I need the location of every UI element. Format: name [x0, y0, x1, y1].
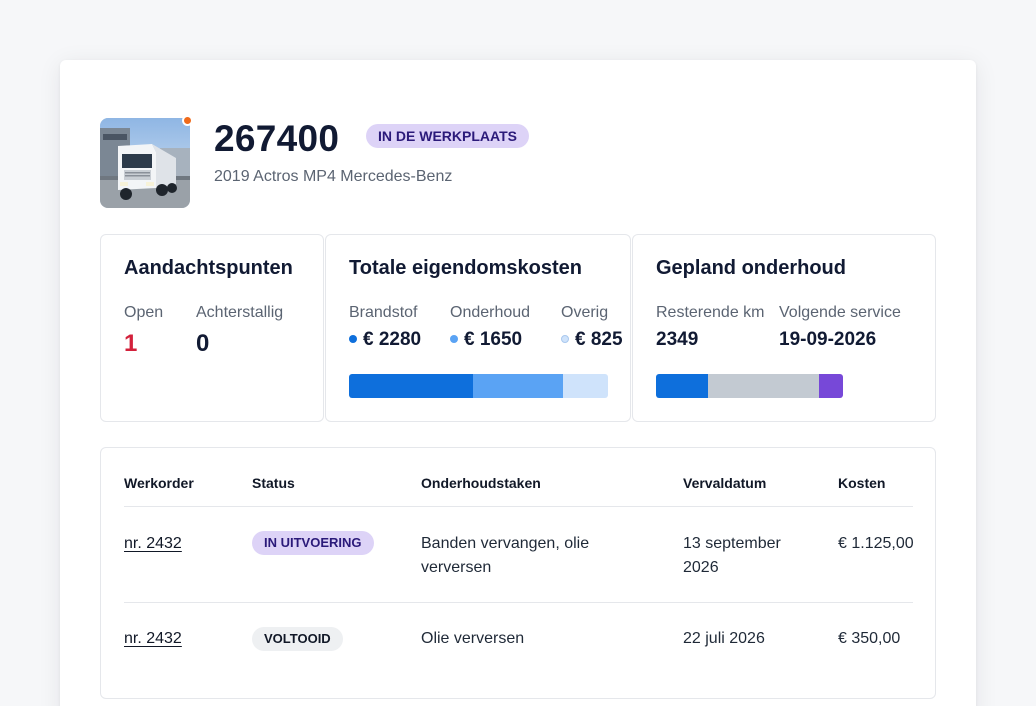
maintenance-bar-segment: [708, 374, 819, 398]
status-badge: VOLTOOID: [252, 627, 343, 651]
tasks-cell: Olie verversen: [421, 630, 525, 647]
overdue-value: 0: [196, 330, 210, 357]
col-workorder: Werkorder: [124, 475, 194, 491]
ownership-cost-panel: Totale eigendomskosten Brandstof € 2280 …: [325, 234, 631, 422]
remaining-km-label: Resterende km: [656, 304, 765, 321]
divider: [124, 506, 913, 507]
remaining-km-value: 2349: [656, 329, 699, 350]
vehicle-status-badge: IN DE WERKPLAATS: [366, 124, 529, 148]
attention-panel: Aandachtspunten Open 1 Achterstallig 0: [100, 234, 324, 422]
status-dot: [182, 115, 193, 126]
table-row: nr. 2432: [124, 532, 182, 556]
attention-title: Aandachtspunten: [124, 257, 293, 279]
cost-label-maintenance: Onderhoud: [450, 304, 531, 321]
maintenance-title: Gepland onderhoud: [656, 257, 846, 279]
cost-bar-segment: [563, 374, 608, 398]
ownership-title: Totale eigendomskosten: [349, 257, 583, 279]
next-service-value: 19-09-2026: [779, 329, 877, 350]
workorder-link[interactable]: nr. 2432: [124, 535, 182, 552]
cost-label-fuel: Brandstof: [349, 304, 418, 321]
maintenance-bar-segment: [818, 374, 843, 398]
col-cost: Kosten: [838, 475, 886, 491]
planned-maintenance-panel: Gepland onderhoud Resterende km 2349 Vol…: [632, 234, 936, 422]
maintenance-progress-bar: [656, 374, 843, 398]
status-badge: IN UITVOERING: [252, 531, 374, 555]
open-label: Open: [124, 304, 164, 321]
due-cell: 22 juli 2026: [683, 630, 765, 647]
truck-photo-icon: [100, 118, 190, 208]
vehicle-id: 267400: [214, 118, 340, 159]
cost-breakdown-bar: [349, 374, 608, 398]
open-value: 1: [124, 330, 138, 357]
cost-label-other: Overig: [561, 304, 609, 321]
other-dot-icon: [561, 335, 569, 343]
overdue-label: Achterstallig: [196, 304, 284, 321]
col-tasks: Onderhoudstaken: [421, 475, 541, 491]
divider: [124, 602, 913, 603]
due-cell: 13 september 2026: [683, 535, 781, 576]
cost-value-fuel: € 2280: [349, 329, 421, 351]
cost-cell: € 350,00: [838, 630, 901, 647]
workorder-link[interactable]: nr. 2432: [124, 630, 182, 647]
vehicle-detail-card: 267400 IN DE WERKPLAATS 2019 Actros MP4 …: [60, 60, 976, 706]
vehicle-subtitle: 2019 Actros MP4 Mercedes-Benz: [214, 168, 453, 185]
cost-value-other: € 825: [561, 329, 623, 351]
cost-value-maintenance: € 1650: [450, 329, 522, 351]
tasks-cell: Banden vervangen, olie verversen: [421, 535, 590, 576]
next-service-label: Volgende service: [779, 304, 901, 321]
workorders-table: Werkorder Status Onderhoudstaken Vervald…: [100, 447, 936, 699]
maintenance-bar-segment: [656, 374, 709, 398]
maintenance-dot-icon: [450, 335, 458, 343]
col-due: Vervaldatum: [683, 475, 767, 491]
col-status: Status: [252, 475, 295, 491]
cost-bar-segment: [349, 374, 474, 398]
fuel-dot-icon: [349, 335, 357, 343]
cost-cell: € 1.125,00: [838, 535, 914, 552]
table-row: nr. 2432: [124, 627, 182, 651]
cost-bar-segment: [473, 374, 564, 398]
